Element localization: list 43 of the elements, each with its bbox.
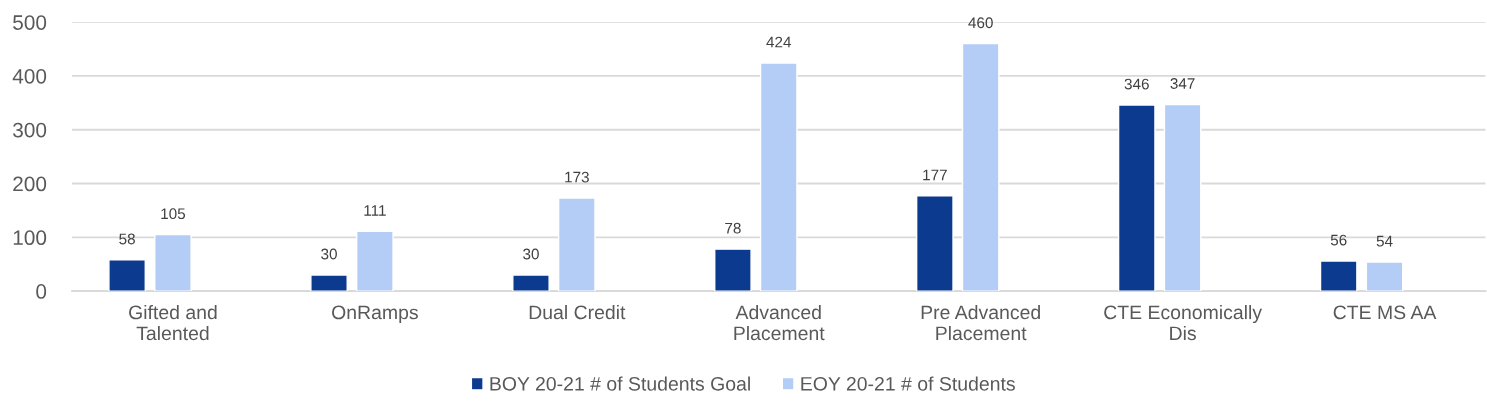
bar — [961, 42, 1000, 292]
bar — [1163, 103, 1202, 292]
bar — [557, 197, 596, 292]
data-label: 424 — [766, 36, 792, 48]
bar — [356, 230, 394, 292]
y-tick-label: 200 — [13, 176, 47, 192]
x-tick-label: Dual Credit — [529, 304, 626, 320]
bar — [108, 259, 146, 292]
bar — [1319, 260, 1358, 292]
data-label: 56 — [1330, 234, 1347, 246]
bar — [714, 248, 752, 292]
data-label: 111 — [364, 205, 386, 216]
data-label: 173 — [565, 171, 589, 183]
x-tick-label: CTE Economically Dis — [1104, 304, 1262, 341]
bar — [154, 233, 192, 292]
data-label: 58 — [119, 233, 135, 245]
data-label: 105 — [161, 208, 186, 220]
x-tick-label: Advanced Placement — [734, 304, 825, 341]
bar — [310, 274, 348, 292]
data-label: 460 — [968, 17, 993, 29]
bar — [512, 274, 550, 292]
bar — [759, 62, 798, 292]
data-label: 54 — [1376, 235, 1393, 247]
data-label: 347 — [1170, 78, 1195, 89]
x-tick-label: Pre Advanced Placement — [921, 304, 1040, 341]
bar — [1365, 261, 1404, 292]
y-tick-label: 100 — [13, 230, 47, 246]
x-tick-label: CTE MS AA — [1333, 305, 1437, 320]
x-tick-label: Gifted and Talented — [129, 304, 217, 341]
x-tick-label: OnRamps — [332, 305, 418, 324]
data-label: 346 — [1124, 78, 1149, 90]
data-label: 78 — [725, 222, 741, 234]
y-tick-label: 500 — [13, 15, 47, 30]
y-tick-label: 400 — [12, 68, 47, 84]
data-label: 30 — [523, 248, 539, 260]
legend-label: EOY 20-21 # of Students — [801, 376, 1015, 391]
legend-label: BOY 20-21 # of Students Goal — [490, 376, 750, 391]
y-tick-label: 0 — [36, 284, 47, 299]
y-tick-label: 300 — [13, 122, 47, 138]
data-label: 177 — [923, 169, 947, 181]
bar — [915, 195, 954, 292]
data-label: 30 — [321, 248, 337, 260]
bar — [1117, 104, 1156, 292]
